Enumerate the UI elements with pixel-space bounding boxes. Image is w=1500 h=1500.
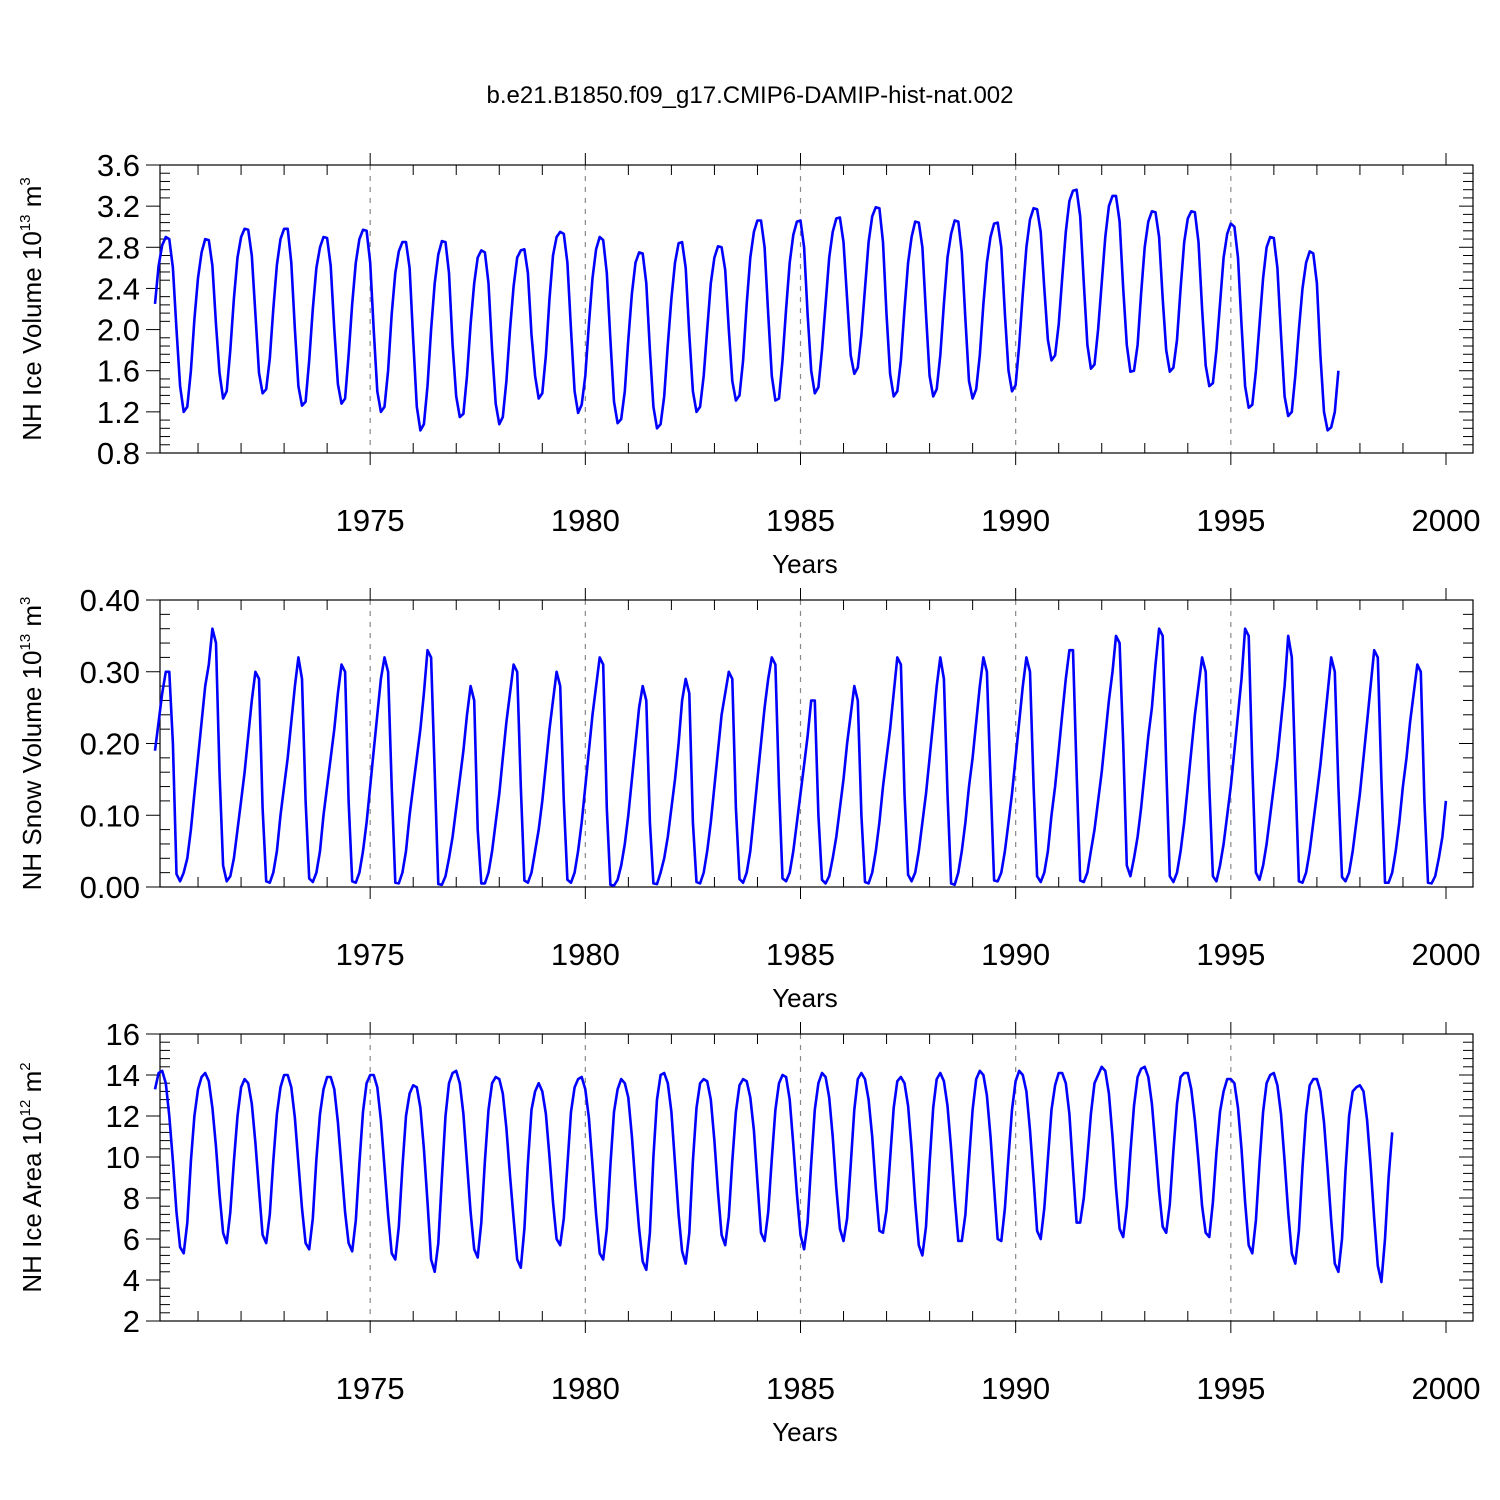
x-axis-label: Years bbox=[772, 549, 838, 579]
y-axis-label: NH Ice Area 1012 m2 bbox=[17, 1062, 47, 1292]
panels: 0.8 1.2 1.6 2.0 2.4 2.8 3.2 3.6 1975 1980 1985 1990… bbox=[17, 148, 1480, 1447]
y-tick-label: 0.8 bbox=[97, 436, 140, 471]
y-tick-label: 1.6 bbox=[97, 354, 140, 389]
figure-title: b.e21.B1850.f09_g17.CMIP6-DAMIP-hist-nat… bbox=[487, 82, 1014, 109]
x-tick-label: 1990 bbox=[981, 937, 1050, 972]
x-tick-label: 1995 bbox=[1196, 937, 1265, 972]
y-tick-label: 2.0 bbox=[97, 313, 140, 348]
x-tick-label: 1990 bbox=[981, 1371, 1050, 1406]
x-tick-label: 1975 bbox=[336, 937, 405, 972]
x-tick-label: 2000 bbox=[1412, 937, 1481, 972]
y-tick-label: 12 bbox=[106, 1099, 140, 1134]
plot-frame bbox=[159, 1033, 1474, 1322]
y-axis-label: NH Ice Volume 1013 m3 bbox=[17, 177, 47, 440]
chart-panel-2: 0.00 0.10 0.20 0.30 0.40 1975 1980 1985 1990 1995… bbox=[17, 583, 1480, 1013]
plot-frame bbox=[159, 164, 1474, 454]
y-tick-label: 6 bbox=[123, 1222, 140, 1257]
y-axis-label: NH Snow Volume 1013 m3 bbox=[17, 597, 47, 891]
y-tick-label: 3.2 bbox=[97, 189, 140, 224]
y-tick-label: 10 bbox=[106, 1140, 140, 1175]
x-tick-label: 1995 bbox=[1196, 503, 1265, 538]
y-tick-label: 8 bbox=[123, 1181, 140, 1216]
chart-panel-3: 2 4 6 8 10 12 14 16 1975 1980 1985 1990 1995 2000 Year… bbox=[17, 1017, 1480, 1447]
x-tick-label: 1980 bbox=[551, 503, 620, 538]
x-tick-label: 1975 bbox=[336, 1371, 405, 1406]
x-tick-label: 1975 bbox=[336, 503, 405, 538]
y-tick-label: 1.2 bbox=[97, 395, 140, 430]
chart-panel-1: 0.8 1.2 1.6 2.0 2.4 2.8 3.2 3.6 1975 1980 1985 1990… bbox=[17, 148, 1480, 579]
series-line-nh-ice-volume bbox=[153, 188, 1340, 432]
y-tick-label: 4 bbox=[123, 1263, 140, 1298]
y-tick-label: 0.30 bbox=[80, 655, 140, 690]
y-tick-label: 2.8 bbox=[97, 230, 140, 265]
x-tick-label: 1985 bbox=[766, 937, 835, 972]
x-tick-label: 1980 bbox=[551, 1371, 620, 1406]
x-axis-label: Years bbox=[772, 983, 838, 1013]
y-tick-label: 14 bbox=[106, 1058, 140, 1093]
y-tick-label: 0.00 bbox=[80, 870, 140, 905]
y-tick-label: 16 bbox=[106, 1017, 140, 1052]
series-line-nh-snow-volume bbox=[153, 627, 1448, 887]
y-tick-label: 3.6 bbox=[97, 148, 140, 183]
x-tick-label: 1985 bbox=[766, 503, 835, 538]
y-tick-label: 2.4 bbox=[97, 271, 140, 306]
x-tick-label: 1995 bbox=[1196, 1371, 1265, 1406]
x-axis-label: Years bbox=[772, 1417, 838, 1447]
y-tick-label: 0.40 bbox=[80, 583, 140, 618]
series-line-nh-ice-area bbox=[153, 1065, 1394, 1284]
x-tick-label: 2000 bbox=[1412, 1371, 1481, 1406]
y-tick-label: 0.20 bbox=[80, 727, 140, 762]
x-tick-label: 1985 bbox=[766, 1371, 835, 1406]
x-tick-label: 1980 bbox=[551, 937, 620, 972]
x-tick-label: 2000 bbox=[1412, 503, 1481, 538]
x-tick-label: 1990 bbox=[981, 503, 1050, 538]
y-tick-label: 2 bbox=[123, 1304, 140, 1339]
y-tick-label: 0.10 bbox=[80, 798, 140, 833]
